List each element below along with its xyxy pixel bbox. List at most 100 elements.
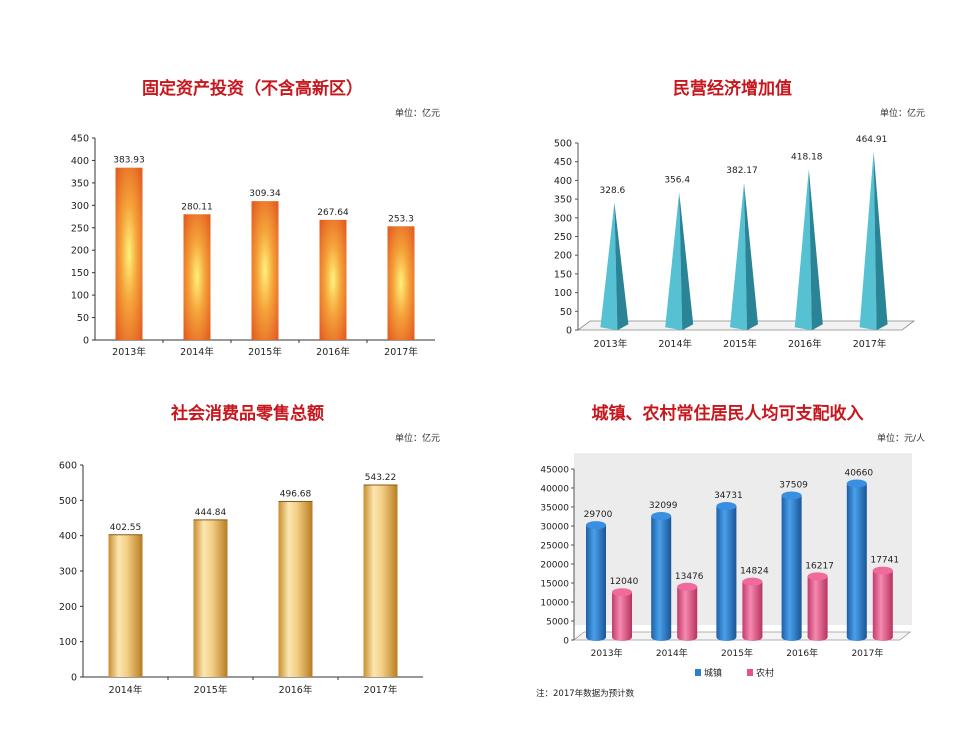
chart-plot: 0 50 100 150 200 250 300 350 400 450 500 328.6 2013年… [554, 135, 916, 350]
x-tick-label: 2015年 [721, 647, 753, 659]
y-tick-label: 150 [71, 268, 89, 279]
y-tick-label: 45000 [540, 466, 569, 476]
y-tick-label: 20000 [540, 561, 569, 571]
y-tick-label: 15000 [540, 580, 569, 590]
chart-plot: 0 5000 10000 15000 20000 25000 30000 35000 40000… [540, 453, 912, 679]
data-label: 17741 [870, 556, 899, 566]
x-tick-label: 2017年 [384, 346, 418, 358]
legend-swatch [695, 669, 701, 676]
cylinder-top [781, 491, 802, 500]
cylinder-top [872, 566, 893, 575]
bar [363, 485, 398, 677]
y-tick-label: 300 [59, 567, 77, 578]
y-tick-label: 400 [59, 531, 77, 542]
x-tick-label: 2016年 [316, 346, 350, 358]
cylinder-top [612, 588, 632, 597]
unit-label: 单位：亿元 [394, 109, 440, 119]
data-label: 13476 [675, 572, 704, 582]
y-tick-label: 250 [71, 223, 89, 234]
cylinder-body [872, 570, 893, 637]
data-label: 280.11 [181, 202, 213, 212]
x-tick-label: 2015年 [194, 684, 228, 696]
y-tick-label: 100 [554, 288, 572, 299]
y-tick-label: 350 [554, 195, 572, 206]
cone-front [730, 182, 747, 331]
cylinder-top [677, 582, 698, 591]
y-tick-label: 150 [554, 269, 572, 280]
x-tick-label: 2016年 [788, 338, 822, 350]
y-tick-label: 200 [71, 246, 89, 257]
cylinder-base [742, 633, 763, 641]
bar [278, 501, 313, 677]
y-tick-label: 100 [59, 637, 77, 648]
data-label: 543.22 [365, 473, 397, 483]
cylinder-top [807, 572, 828, 581]
data-label: 464.91 [856, 135, 888, 145]
y-tick-label: 0 [566, 326, 572, 337]
x-tick-label: 2013年 [594, 338, 628, 350]
x-tick-label: 2014年 [656, 647, 688, 659]
footnote: 注：2017年数据为预计数 [536, 689, 635, 699]
x-tick-label: 2016年 [786, 647, 818, 659]
data-label: 12040 [610, 577, 639, 587]
y-tick-label: 500 [554, 139, 572, 150]
y-tick-label: 5000 [546, 618, 569, 628]
y-tick-label: 450 [554, 157, 572, 168]
x-tick-label: 2014年 [658, 338, 692, 350]
legend-swatch [747, 669, 753, 676]
bar [183, 214, 211, 340]
cylinder-body [807, 576, 828, 637]
y-tick-label: 400 [71, 156, 89, 167]
y-tick-label: 0 [71, 673, 77, 684]
cylinder-top [846, 479, 867, 488]
unit-label: 单位：亿元 [879, 109, 925, 119]
bar [115, 167, 143, 340]
data-label: 34731 [714, 491, 743, 501]
data-label: 16217 [805, 561, 834, 571]
cone-side [808, 169, 823, 331]
y-tick-label: 50 [77, 313, 89, 324]
cylinder-body [742, 581, 763, 637]
bar [108, 534, 143, 677]
data-label: 309.34 [249, 189, 281, 199]
y-tick-label: 35000 [540, 504, 569, 514]
data-label: 496.68 [280, 490, 312, 500]
y-tick-label: 500 [59, 496, 77, 507]
cone-front [794, 169, 812, 331]
data-label: 356.4 [664, 176, 690, 186]
data-label: 29700 [584, 510, 613, 520]
cylinder-top [742, 577, 763, 586]
data-label: 267.64 [317, 208, 349, 218]
bar [319, 219, 347, 340]
data-label: 32099 [649, 501, 678, 511]
chart-plot: 0 100 200 300 400 500 600 402.55 2014年 444.84 2015… [59, 461, 423, 696]
cylinder-body [846, 483, 867, 637]
cylinder-body [612, 592, 632, 637]
cylinder-base [677, 633, 698, 641]
x-tick-label: 2014年 [109, 684, 143, 696]
cylinder-top [651, 512, 672, 521]
bar [251, 201, 279, 340]
x-tick-label: 2017年 [853, 338, 887, 350]
data-label: 382.17 [726, 166, 758, 176]
legend-label: 农村 [756, 667, 774, 679]
cylinder-body [677, 586, 698, 637]
x-tick-label: 2015年 [248, 346, 282, 358]
x-tick-label: 2017年 [364, 684, 398, 696]
data-label: 37509 [779, 480, 808, 490]
y-tick-label: 200 [59, 602, 77, 613]
bar [387, 226, 415, 340]
data-label: 402.55 [110, 523, 142, 533]
x-tick-label: 2015年 [723, 338, 757, 350]
y-tick-label: 400 [554, 176, 572, 187]
data-label: 444.84 [195, 508, 227, 518]
x-tick-label: 2014年 [180, 346, 214, 358]
cylinder-base [807, 633, 828, 641]
cylinder-base [612, 633, 632, 641]
y-tick-label: 25000 [540, 542, 569, 552]
y-tick-label: 250 [554, 232, 572, 243]
legend-label: 城镇 [704, 667, 722, 679]
data-label: 383.93 [113, 156, 145, 166]
cylinder-base [651, 633, 672, 641]
cylinder-top [586, 521, 606, 530]
